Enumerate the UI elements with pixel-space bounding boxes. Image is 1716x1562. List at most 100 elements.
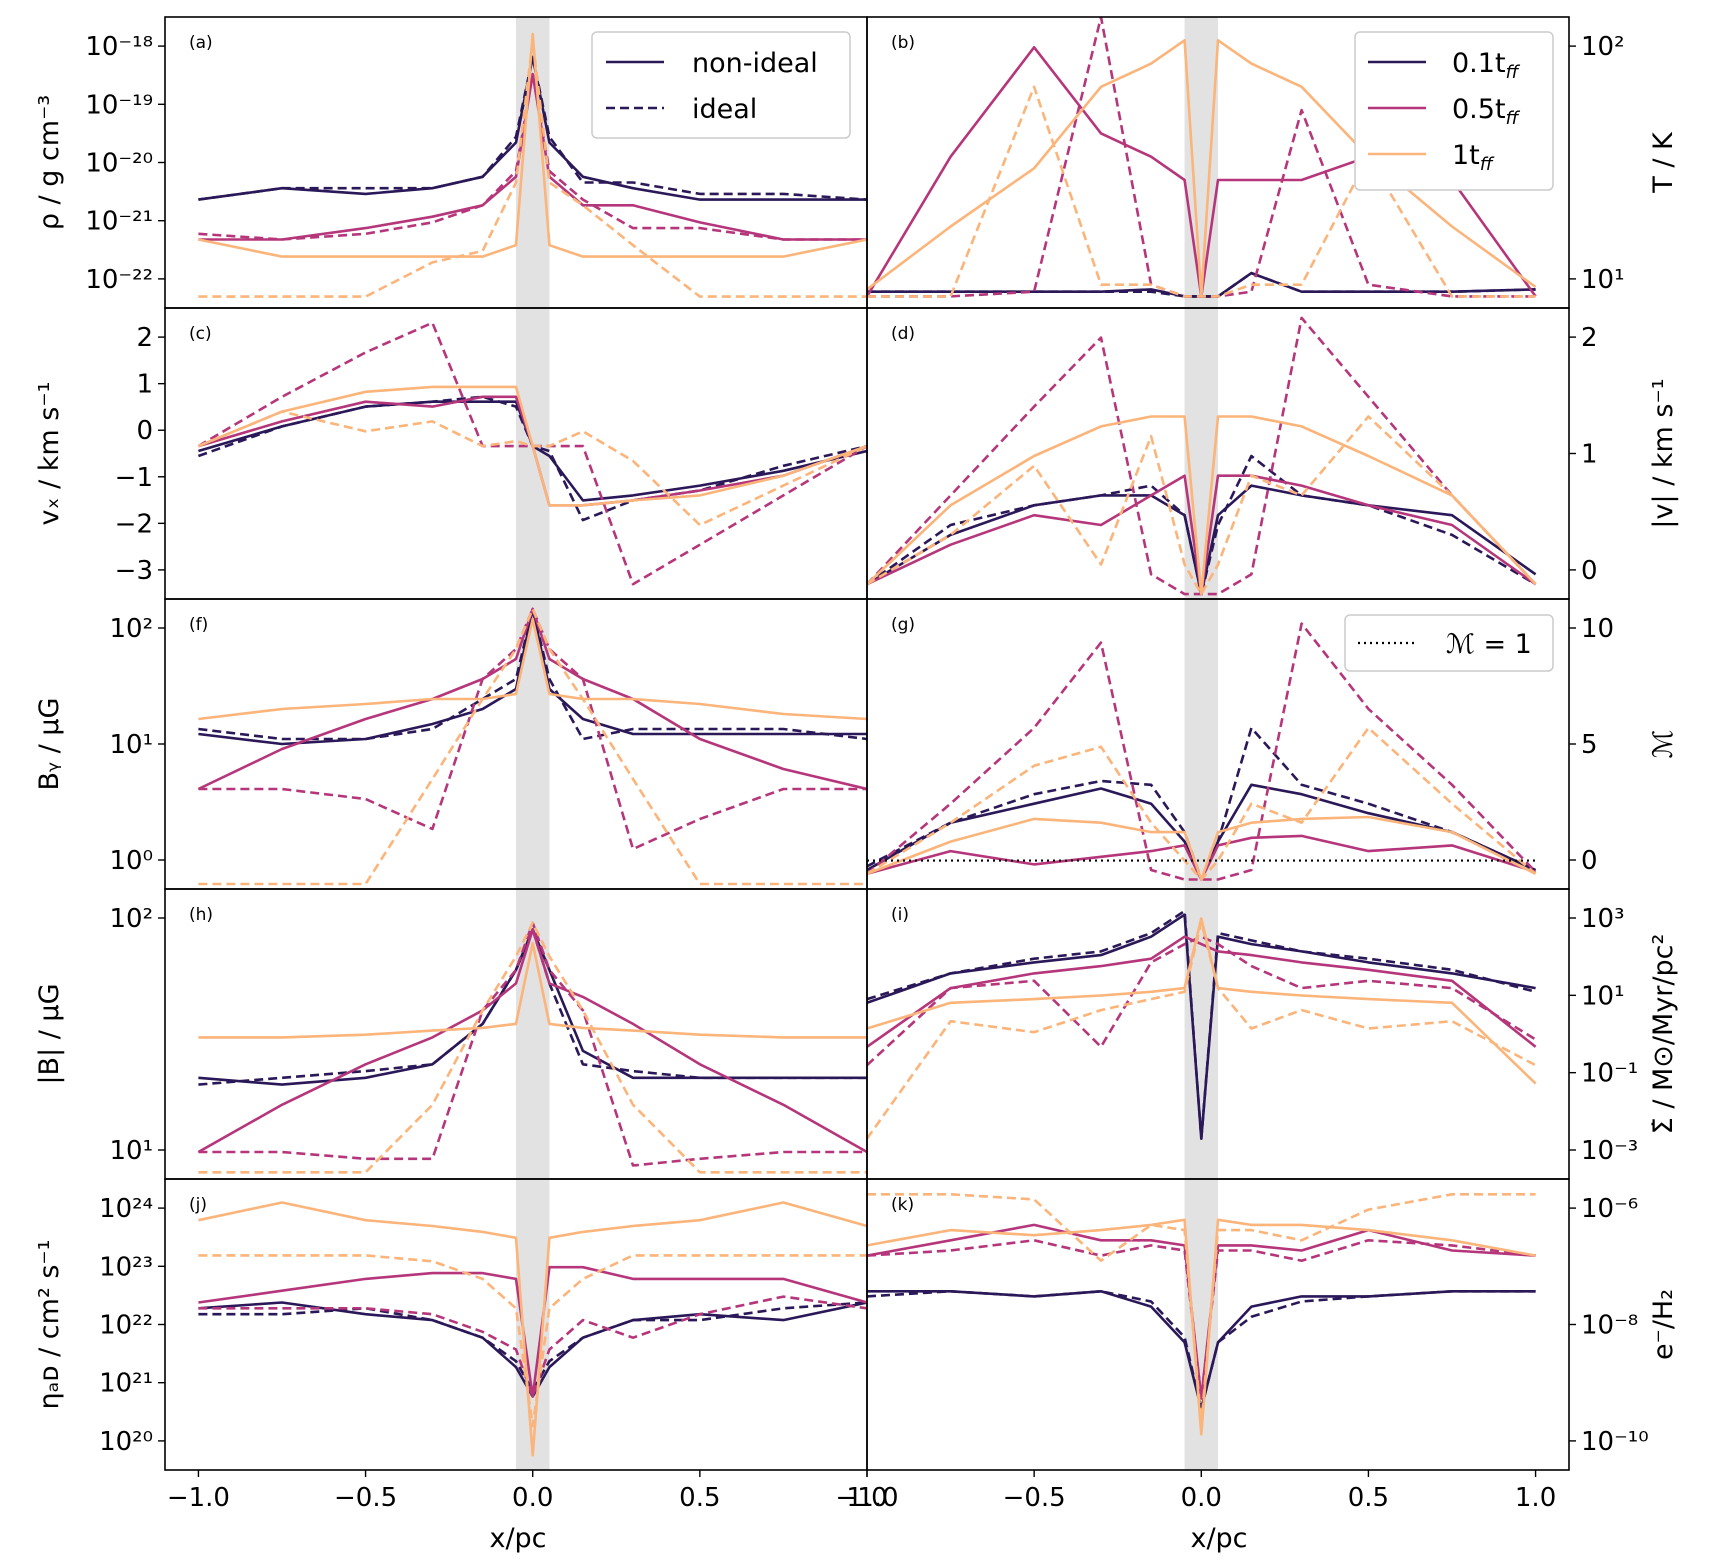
y-tick-label-a: 10⁻²² xyxy=(85,265,153,295)
series-b-1t-ff-ideal xyxy=(867,85,1536,298)
series-c-1t-ff-ideal xyxy=(197,410,867,527)
legend-time-label-1: 0.5tff xyxy=(1452,94,1521,129)
series-g-1t-ff-ideal xyxy=(867,726,1537,881)
panel-tag-j: (j) xyxy=(189,1195,207,1215)
legend-label-dashed: ideal xyxy=(692,94,757,125)
y-tick-label-c: −1 xyxy=(115,463,153,493)
y-tick-label-g: 0 xyxy=(1581,846,1598,876)
series-h-1t-ff-non-ideal xyxy=(198,941,867,1039)
x-tick-label-j: 0.5 xyxy=(679,1483,720,1513)
legend-times: 0.1tff 0.5tff 1tff xyxy=(1354,31,1554,191)
x-tick-label-j: 0.0 xyxy=(512,1483,553,1513)
core-shade-b xyxy=(1184,17,1218,308)
y-tick-label-d: 1 xyxy=(1581,440,1598,470)
series-a-1t-ff-ideal xyxy=(198,38,867,298)
core-shade-g xyxy=(1184,599,1218,889)
y-tick-label-f: 10⁰ xyxy=(109,846,153,876)
y-tick-label-b: 10¹ xyxy=(1581,265,1625,295)
y-axis-label-g: ℳ xyxy=(1648,730,1679,759)
y-tick-label-a: 10⁻¹⁹ xyxy=(85,90,153,120)
core-shade-h xyxy=(516,889,550,1179)
y-tick-label-f: 10² xyxy=(109,614,153,644)
legend-time-label-2: 1tff xyxy=(1452,140,1495,175)
series-i-0-5t-ff-ideal xyxy=(867,935,1537,1067)
y-axis-label-j: ηₐᴅ / cm² s⁻¹ xyxy=(34,1240,65,1410)
y-tick-label-c: −3 xyxy=(115,556,153,586)
y-tick-label-i: 10¹ xyxy=(1581,981,1625,1011)
series-f-0-1t-ff-ideal xyxy=(198,607,867,741)
y-axis-label-h: |B| / μG xyxy=(34,983,65,1084)
series-b-0-1t-ff-ideal xyxy=(867,271,1536,298)
panel-tag-i: (i) xyxy=(891,905,909,925)
y-tick-label-k: 10⁻⁸ xyxy=(1581,1311,1638,1341)
series-d-1t-ff-ideal xyxy=(867,415,1537,596)
y-tick-label-c: 0 xyxy=(136,416,153,446)
series-a-1t-ff-non-ideal xyxy=(198,32,867,258)
series-j-1t-ff-non-ideal xyxy=(198,1201,867,1457)
panel-tag-g: (g) xyxy=(891,615,915,635)
y-tick-label-c: 1 xyxy=(136,370,153,400)
panel-tag-f: (f) xyxy=(189,615,208,635)
x-tick-label-j: 1.0 xyxy=(846,1483,887,1513)
series-k-1t-ff-non-ideal xyxy=(867,1218,1536,1436)
series-j-0-5t-ff-non-ideal xyxy=(198,1265,867,1398)
legend-label-solid: non-ideal xyxy=(692,48,818,79)
y-axis-label-d: |v| / km s⁻¹ xyxy=(1648,378,1679,528)
series-j-1t-ff-ideal xyxy=(198,1254,867,1428)
series-i-0-5t-ff-non-ideal xyxy=(867,935,1537,1048)
x-tick-label-j: −0.5 xyxy=(334,1483,397,1513)
x-tick-label-k: 0.0 xyxy=(1181,1483,1222,1513)
panel-tag-k: (k) xyxy=(891,1195,914,1215)
legend-linestyle: non-ideal ideal xyxy=(591,31,851,139)
series-f-0-5t-ff-ideal xyxy=(198,607,867,851)
x-tick-label-k: −0.5 xyxy=(1003,1483,1066,1513)
y-tick-label-h: 10² xyxy=(109,904,153,934)
series-i-1t-ff-ideal xyxy=(867,920,1537,1140)
y-tick-label-a: 10⁻¹⁸ xyxy=(85,32,153,62)
y-tick-label-i: 10³ xyxy=(1581,904,1625,934)
y-tick-label-k: 10⁻¹⁰ xyxy=(1581,1427,1649,1457)
panel-tag-d: (d) xyxy=(891,324,915,344)
series-k-0-1t-ff-ideal xyxy=(867,1290,1536,1410)
series-a-0-1t-ff-ideal xyxy=(198,55,867,201)
series-h-0-5t-ff-non-ideal xyxy=(197,928,867,1154)
legend-times-box xyxy=(1354,31,1554,191)
legend-mach: ℳ = 1 xyxy=(1344,614,1554,672)
legend-mach-box xyxy=(1344,614,1554,672)
legend-time-base: 0.1t xyxy=(1452,48,1506,79)
legend-linestyle-box xyxy=(591,31,851,139)
y-tick-label-d: 0 xyxy=(1581,556,1598,586)
y-axis-label-i: Σ̇ / M⊙/Myr/pc² xyxy=(1648,934,1679,1135)
x-tick-label-k: −1.0 xyxy=(835,1483,898,1513)
series-k-1t-ff-ideal xyxy=(867,1193,1536,1426)
y-axis-label-b: T / K xyxy=(1648,131,1679,194)
panel-tag-c: (c) xyxy=(189,324,212,344)
x-tick-label-k: 0.5 xyxy=(1348,1483,1389,1513)
y-tick-label-g: 10 xyxy=(1581,614,1614,644)
y-tick-label-j: 10²² xyxy=(99,1311,153,1341)
series-f-1t-ff-non-ideal xyxy=(198,617,867,721)
y-tick-label-j: 10²³ xyxy=(99,1252,153,1282)
x-tick-label-k: 1.0 xyxy=(1515,1483,1556,1513)
series-h-1t-ff-ideal xyxy=(198,921,867,1174)
y-tick-label-c: 2 xyxy=(136,323,153,353)
y-axis-label-c: vₓ / km s⁻¹ xyxy=(34,382,65,526)
y-tick-label-a: 10⁻²⁰ xyxy=(85,149,153,179)
y-axis-label-k: e⁻/H₂ xyxy=(1648,1289,1679,1360)
core-shade-d xyxy=(1184,308,1218,599)
legend-time-label-0: 0.1tff xyxy=(1452,48,1521,83)
y-tick-label-c: −2 xyxy=(115,509,153,539)
x-axis-label-left: x/pc xyxy=(489,1523,546,1554)
series-d-0-1t-ff-ideal xyxy=(867,454,1537,596)
series-j-0-5t-ff-ideal xyxy=(198,1295,867,1398)
series-f-0-5t-ff-non-ideal xyxy=(197,607,867,791)
series-i-1t-ff-non-ideal xyxy=(867,917,1537,1085)
y-tick-label-a: 10⁻²¹ xyxy=(85,207,153,237)
y-tick-label-k: 10⁻⁶ xyxy=(1581,1194,1638,1224)
panel-tag-b: (b) xyxy=(891,33,915,53)
y-tick-label-b: 10² xyxy=(1581,32,1625,62)
series-d-1t-ff-non-ideal xyxy=(867,415,1537,596)
panel-tag-h: (h) xyxy=(189,905,213,925)
y-tick-label-h: 10¹ xyxy=(109,1136,153,1166)
x-axis-label-right: x/pc xyxy=(1190,1523,1247,1554)
